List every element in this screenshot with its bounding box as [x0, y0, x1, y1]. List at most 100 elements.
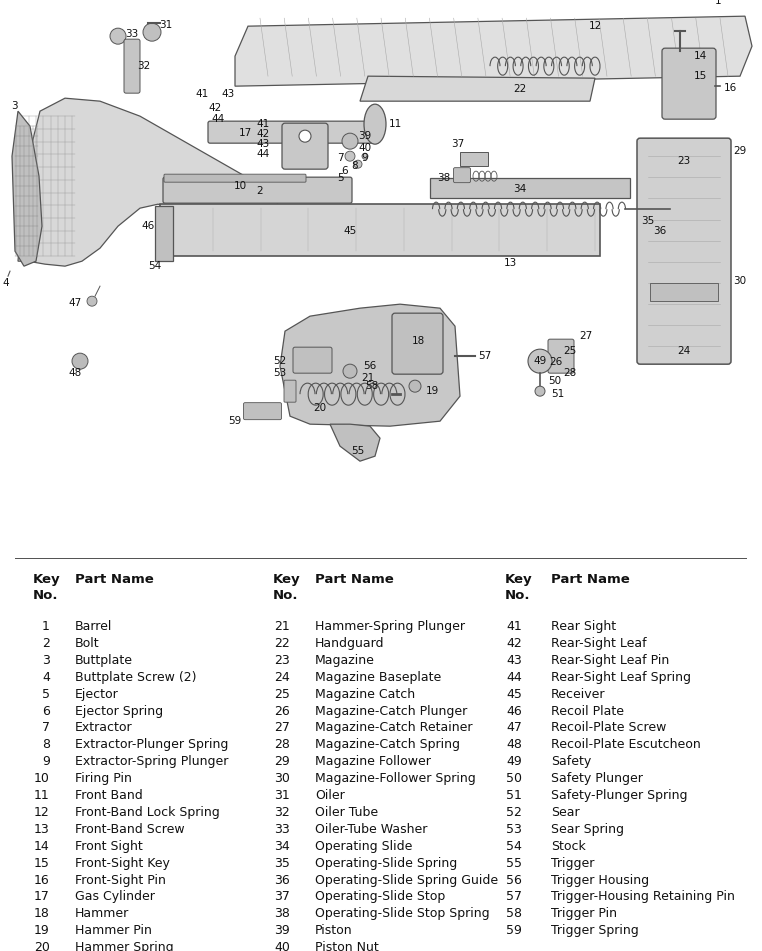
Text: Part Name: Part Name — [75, 573, 153, 586]
Text: 42: 42 — [507, 637, 522, 650]
Text: 31: 31 — [274, 789, 290, 802]
Text: Trigger: Trigger — [551, 857, 594, 869]
Text: 35: 35 — [274, 857, 290, 869]
Text: Ejector Spring: Ejector Spring — [75, 705, 163, 718]
Text: 10: 10 — [34, 772, 50, 786]
Text: Sear: Sear — [551, 806, 580, 819]
Text: 53: 53 — [506, 823, 522, 836]
Text: 2: 2 — [257, 186, 264, 196]
Text: 10: 10 — [233, 182, 247, 191]
Circle shape — [362, 153, 368, 159]
Text: 54: 54 — [149, 262, 162, 271]
Text: 25: 25 — [274, 688, 290, 701]
Text: 26: 26 — [274, 705, 290, 718]
Text: Front Band: Front Band — [75, 789, 142, 802]
Text: 29: 29 — [274, 755, 290, 768]
Text: 41: 41 — [256, 119, 270, 129]
Text: Gas Cylinder: Gas Cylinder — [75, 890, 155, 903]
Text: 12: 12 — [34, 806, 50, 819]
Text: 33: 33 — [126, 29, 139, 39]
Text: Oiler: Oiler — [315, 789, 344, 802]
Text: Key: Key — [273, 573, 300, 586]
Text: Safety: Safety — [551, 755, 591, 768]
Text: Oiler-Tube Washer: Oiler-Tube Washer — [315, 823, 427, 836]
Circle shape — [110, 29, 126, 44]
Text: Rear-Sight Leaf Pin: Rear-Sight Leaf Pin — [551, 654, 669, 667]
Bar — [460, 152, 488, 166]
Circle shape — [354, 160, 362, 168]
Text: 43: 43 — [507, 654, 522, 667]
Text: 39: 39 — [358, 131, 372, 141]
Text: 58: 58 — [365, 381, 379, 391]
Text: Rear-Sight Leaf: Rear-Sight Leaf — [551, 637, 646, 650]
Bar — [650, 283, 718, 301]
Text: Safety-Plunger Spring: Safety-Plunger Spring — [551, 789, 687, 802]
Text: 28: 28 — [563, 368, 577, 378]
Text: Bolt: Bolt — [75, 637, 99, 650]
Text: 6: 6 — [42, 705, 50, 718]
Circle shape — [299, 130, 311, 142]
FancyBboxPatch shape — [548, 340, 574, 373]
Text: 18: 18 — [411, 336, 424, 346]
Text: Operating-Slide Spring Guide: Operating-Slide Spring Guide — [315, 874, 498, 886]
Text: 5: 5 — [337, 173, 344, 184]
Bar — [160, 204, 600, 256]
Text: Barrel: Barrel — [75, 620, 112, 633]
Text: 35: 35 — [642, 216, 655, 226]
Text: Extractor: Extractor — [75, 722, 133, 734]
Text: 46: 46 — [507, 705, 522, 718]
Text: Oiler Tube: Oiler Tube — [315, 806, 378, 819]
Text: Trigger-Housing Retaining Pin: Trigger-Housing Retaining Pin — [551, 890, 735, 903]
Text: No.: No. — [273, 589, 298, 602]
Text: 39: 39 — [274, 924, 290, 938]
Text: 41: 41 — [195, 89, 209, 99]
Text: Operating-Slide Spring: Operating-Slide Spring — [315, 857, 457, 869]
Text: 52: 52 — [506, 806, 522, 819]
Text: 24: 24 — [274, 670, 290, 684]
Text: 50: 50 — [506, 772, 522, 786]
Text: 19: 19 — [425, 386, 439, 397]
Text: 4: 4 — [42, 670, 50, 684]
FancyBboxPatch shape — [163, 177, 352, 204]
Text: Hammer Pin: Hammer Pin — [75, 924, 152, 938]
Text: 54: 54 — [506, 840, 522, 853]
Text: 31: 31 — [159, 20, 173, 30]
Text: 23: 23 — [274, 654, 290, 667]
Text: Recoil-Plate Screw: Recoil-Plate Screw — [551, 722, 666, 734]
Text: 43: 43 — [256, 139, 270, 149]
Text: 44: 44 — [256, 149, 270, 159]
Text: 3: 3 — [11, 101, 18, 111]
Text: Hammer: Hammer — [75, 907, 129, 921]
Text: 33: 33 — [274, 823, 290, 836]
Text: 15: 15 — [693, 71, 706, 81]
Text: 55: 55 — [506, 857, 522, 869]
Text: 27: 27 — [274, 722, 290, 734]
Text: 7: 7 — [337, 153, 344, 164]
Text: 52: 52 — [274, 357, 287, 366]
Text: Magazine: Magazine — [315, 654, 375, 667]
Text: 28: 28 — [274, 738, 290, 751]
Text: 11: 11 — [34, 789, 50, 802]
Text: 45: 45 — [344, 226, 357, 236]
Text: 25: 25 — [563, 346, 577, 357]
Text: Hammer-Spring Plunger: Hammer-Spring Plunger — [315, 620, 465, 633]
FancyBboxPatch shape — [284, 380, 296, 402]
Circle shape — [343, 364, 357, 378]
Bar — [430, 178, 630, 198]
Text: Firing Pin: Firing Pin — [75, 772, 132, 786]
Text: 42: 42 — [256, 129, 270, 139]
Text: 57: 57 — [479, 351, 491, 361]
Text: 17: 17 — [239, 128, 251, 138]
Text: 44: 44 — [211, 114, 225, 125]
Text: Front Sight: Front Sight — [75, 840, 142, 853]
Text: 58: 58 — [506, 907, 522, 921]
Text: Buttplate: Buttplate — [75, 654, 133, 667]
Text: 16: 16 — [34, 874, 50, 886]
Text: Operating-Slide Stop: Operating-Slide Stop — [315, 890, 445, 903]
Text: 15: 15 — [34, 857, 50, 869]
FancyBboxPatch shape — [392, 313, 443, 374]
Text: Magazine Catch: Magazine Catch — [315, 688, 415, 701]
Text: 6: 6 — [341, 166, 348, 176]
Text: 22: 22 — [514, 85, 527, 94]
Polygon shape — [360, 76, 595, 101]
